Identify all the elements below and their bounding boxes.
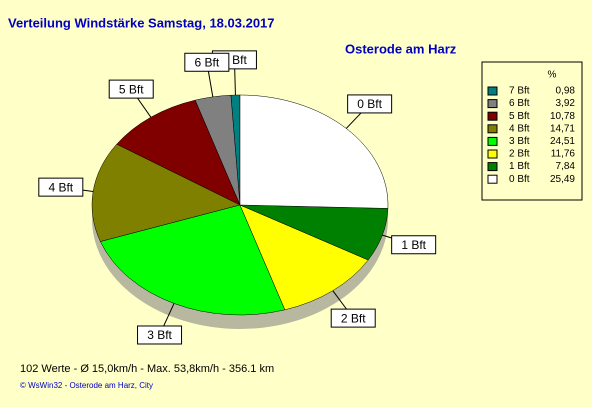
slice-label: 5 Bft: [119, 82, 144, 96]
slice-label: 0 Bft: [357, 97, 382, 111]
slice-label: 6 Bft: [194, 55, 219, 69]
legend-swatch: [487, 86, 498, 96]
legend-header: %: [548, 70, 557, 81]
legend-swatch: [487, 162, 498, 172]
chart-title: Verteilung Windstärke Samstag, 18.03.201…: [8, 15, 275, 30]
slice-label: 3 Bft: [147, 328, 172, 342]
pie-slice: [239, 204, 369, 311]
legend-value: 10,78: [550, 111, 575, 122]
legend-label: 1 Bft: [509, 161, 530, 172]
legend-swatch: [487, 149, 498, 159]
label-box: [330, 308, 376, 328]
legend-value: 14,71: [550, 123, 575, 134]
legend-value: 25,49: [550, 174, 575, 185]
label-box: [347, 94, 393, 114]
legend-swatch: [487, 111, 498, 121]
legend-label: 5 Bft: [509, 111, 530, 122]
pie-slice: [91, 143, 241, 242]
label-box: [184, 52, 230, 72]
legend-label: 6 Bft: [509, 98, 530, 109]
credit: © WsWin32 - Osterode am Harz, City: [20, 381, 153, 390]
legend-label: 4 Bft: [509, 123, 530, 134]
label-box: [391, 235, 437, 255]
pie-slice: [239, 94, 389, 209]
legend-swatch: [487, 124, 498, 134]
legend-value: 11,76: [551, 149, 576, 160]
legend-value: 24,51: [550, 136, 575, 147]
legend-label: 0 Bft: [509, 174, 530, 185]
legend-label: 7 Bft: [509, 86, 530, 97]
legend-value: 3,92: [556, 98, 576, 109]
slice-label: 4 Bft: [48, 180, 73, 194]
legend-label: 3 Bft: [509, 136, 530, 147]
pie-slice: [100, 204, 286, 316]
legend-box: [481, 61, 583, 201]
legend-swatch: [487, 99, 498, 109]
slice-label: 1 Bft: [401, 238, 426, 252]
legend-swatch: [487, 136, 498, 146]
legend-label: 2 Bft: [509, 149, 530, 160]
legend-swatch: [487, 174, 498, 184]
footer: 102 Werte - Ø 15,0km/h - Max. 53,8km/h -…: [20, 363, 274, 375]
label-box: [38, 177, 84, 197]
label-box: [137, 325, 183, 345]
chart-subtitle: Osterode am Harz: [345, 41, 457, 56]
legend-value: 0,98: [556, 86, 576, 97]
label-box: [108, 79, 154, 99]
legend-value: 7,84: [556, 161, 576, 172]
slice-label: 2 Bft: [341, 311, 366, 325]
